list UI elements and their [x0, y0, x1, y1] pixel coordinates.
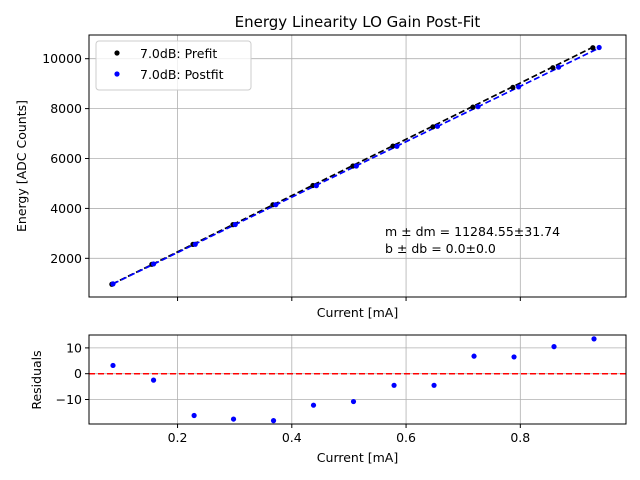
fit-annotation-intercept: b ± db = 0.0±0.0	[385, 241, 496, 256]
legend: 7.0dB: Prefit 7.0dB: Postfit	[95, 40, 252, 91]
energy-point-1	[516, 84, 522, 90]
energy-point-1	[273, 202, 279, 208]
legend-postfit-label: 7.0dB: Postfit	[140, 67, 224, 82]
energy-point-1	[434, 123, 441, 129]
energy-panel: 2000 4000 6000 8000 10000 Energy Linearity L…	[14, 13, 627, 320]
energy-point-1	[192, 241, 198, 247]
energy-point-1	[394, 143, 400, 149]
residuals-ticks: 0.2 0.4 0.6 0.8 −10 0 10	[56, 340, 531, 445]
residuals-point-0	[270, 418, 277, 424]
residuals-point-0	[191, 412, 197, 419]
energy-point-0	[590, 45, 596, 51]
legend-prefit-label: 7.0dB: Prefit	[140, 46, 217, 61]
residuals-point-0	[110, 362, 116, 369]
residuals-point-0	[511, 354, 517, 360]
residuals-point-0	[591, 336, 597, 342]
energy-y-tick-label: 4000	[50, 201, 82, 216]
residuals-x-tick-label: 0.8	[510, 430, 530, 445]
residuals-plot-frame	[88, 334, 627, 425]
energy-y-tick-label: 8000	[50, 101, 82, 116]
energy-point-0	[510, 84, 516, 90]
residuals-x-tick-label: 0.6	[396, 430, 416, 445]
legend-prefit-marker	[114, 50, 120, 56]
energy-point-0	[470, 104, 476, 110]
residuals-point-0	[150, 377, 157, 383]
energy-point-1	[110, 281, 116, 287]
residuals-point-0	[431, 382, 437, 388]
residuals-point-0	[350, 398, 357, 405]
residuals-point-0	[551, 344, 557, 350]
residuals-point-0	[391, 382, 397, 388]
energy-ticks: 2000 4000 6000 8000 10000	[42, 51, 521, 301]
residuals-x-label: Current [mA]	[317, 450, 398, 465]
energy-point-1	[596, 44, 602, 51]
energy-plot-frame	[88, 34, 627, 298]
energy-point-1	[232, 221, 238, 228]
energy-y-tick-label: 6000	[50, 151, 82, 166]
legend-postfit-marker	[114, 71, 120, 77]
energy-point-1	[475, 104, 481, 110]
energy-point-1	[353, 163, 359, 169]
residuals-grid	[89, 335, 626, 424]
energy-y-label: Energy [ADC Counts]	[14, 100, 29, 232]
residuals-y-tick-label: 0	[74, 366, 82, 381]
energy-y-tick-label: 10000	[42, 51, 82, 66]
fit-annotation-slope: m ± dm = 11284.55±31.74	[385, 224, 560, 239]
residuals-y-tick-label: 10	[66, 340, 82, 355]
residuals-y-tick-label: −10	[56, 392, 82, 407]
residuals-panel: 0.2 0.4 0.6 0.8 −10 0 10 Current [mA] Residual…	[29, 334, 627, 465]
residuals-y-label: Residuals	[29, 350, 44, 409]
residuals-point-0	[471, 353, 477, 359]
residuals-point-0	[310, 402, 317, 408]
residuals-points	[110, 336, 597, 424]
legend-box	[95, 40, 252, 91]
residuals-x-tick-label: 0.2	[168, 430, 188, 445]
energy-y-tick-label: 2000	[50, 251, 82, 266]
energy-point-0	[390, 143, 396, 149]
residuals-x-tick-label: 0.4	[282, 430, 302, 445]
energy-x-label: Current [mA]	[317, 305, 398, 320]
energy-points	[109, 44, 602, 287]
energy-point-1	[150, 261, 157, 267]
energy-point-1	[313, 183, 319, 189]
residuals-point-0	[230, 416, 237, 422]
energy-point-1	[555, 64, 562, 70]
energy-point-0	[550, 65, 556, 71]
energy-point-0	[430, 124, 436, 130]
chart-title: Energy Linearity LO Gain Post-Fit	[235, 13, 481, 31]
